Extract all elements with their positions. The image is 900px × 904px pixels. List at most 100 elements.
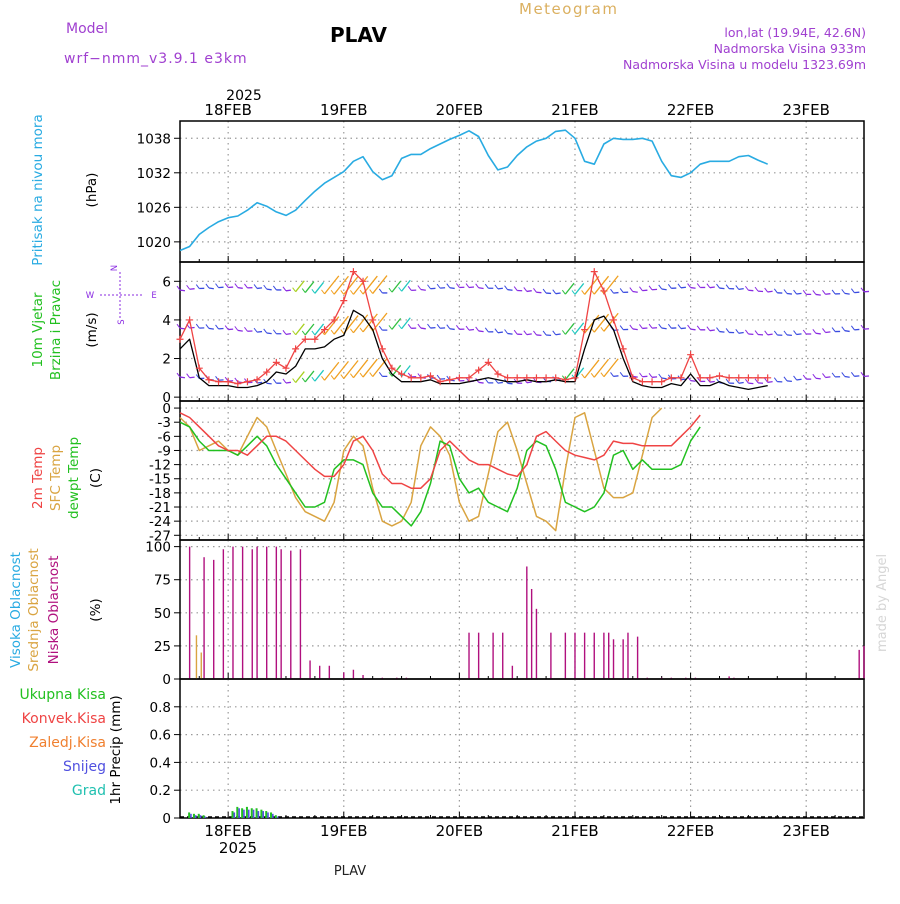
wind-arrow-barb bbox=[379, 289, 382, 293]
wind-arrow-barb bbox=[408, 324, 411, 328]
model-label: Model bbox=[66, 21, 108, 37]
wind-arrow bbox=[787, 294, 792, 295]
precip-snow-bar bbox=[190, 814, 192, 818]
wind-arrow-barb bbox=[842, 372, 845, 376]
wind-arrow-barb bbox=[649, 286, 652, 290]
wind-arrow bbox=[787, 381, 792, 382]
wind-arrow-barb bbox=[495, 329, 498, 333]
wind-arrow-barb bbox=[341, 375, 344, 379]
wind-arrow-barb bbox=[264, 329, 267, 333]
cloud-ylabel-high: Visoka Oblacnost bbox=[8, 552, 24, 668]
wind-arrow-barb bbox=[322, 376, 325, 380]
wind-arrow-barb bbox=[794, 331, 797, 335]
wind-arrow-barb bbox=[505, 330, 508, 334]
wind-arrow-barb bbox=[466, 284, 469, 288]
wind-arrow-barb bbox=[774, 289, 777, 293]
wind-arrow-barb bbox=[283, 287, 286, 291]
wind-arrow-barb bbox=[716, 328, 719, 332]
wind-dir-e: E bbox=[151, 291, 156, 301]
wind-arrow-barb bbox=[639, 287, 642, 291]
wind-arrow bbox=[257, 332, 262, 333]
wind-dir-w: W bbox=[86, 291, 95, 301]
wind-gust-marker bbox=[417, 374, 424, 381]
wind-arrow bbox=[575, 323, 584, 334]
wind-arrow bbox=[421, 328, 426, 329]
wind-arrow bbox=[392, 281, 401, 292]
wind-arrow bbox=[238, 288, 243, 289]
wind-arrow-barb bbox=[485, 328, 488, 332]
wind-arrow-barb bbox=[822, 328, 825, 332]
precip-ylabel: 1hr Precip (mm) bbox=[108, 695, 124, 804]
wind-arrow bbox=[180, 290, 185, 291]
wind-arrow-barb bbox=[302, 331, 305, 335]
y-tick-label: 6 bbox=[162, 274, 171, 290]
wind-arrow-barb bbox=[784, 290, 787, 294]
wind-arrow-barb bbox=[736, 329, 739, 333]
precip-total-bar bbox=[241, 808, 243, 818]
top-date-label: 23FEB bbox=[782, 101, 829, 119]
temp-ylabel-sfc: SFC Temp bbox=[48, 445, 64, 511]
wind-arrow bbox=[479, 331, 484, 332]
wind-arrow-barb bbox=[851, 372, 854, 376]
wind-arrow bbox=[816, 378, 821, 379]
wind-arrow bbox=[421, 289, 426, 290]
wind-arrow-barb bbox=[678, 284, 681, 288]
model-name: wrf−nmm_v3.9.1 e3km bbox=[64, 51, 248, 67]
y-tick-label: 0.8 bbox=[150, 700, 171, 716]
precip-total-bar bbox=[256, 808, 258, 818]
precip-snow-bar bbox=[195, 815, 197, 818]
wind-arrow-barb bbox=[755, 331, 758, 335]
wind-arrow-barb bbox=[418, 324, 421, 328]
wind-arrow-barb bbox=[379, 372, 382, 376]
precip-total-bar bbox=[260, 810, 262, 818]
precip-total-bar bbox=[198, 814, 200, 818]
wind-gust-marker bbox=[340, 297, 347, 304]
wind-arrow-barb bbox=[427, 285, 430, 289]
wind-arrow-barb bbox=[331, 330, 334, 334]
wind-arrow-barb bbox=[293, 288, 296, 292]
precip-legend-item: Konvek.Kisa bbox=[22, 711, 106, 727]
wind-arrow-barb bbox=[341, 330, 344, 334]
wind-arrow-barb bbox=[264, 285, 267, 289]
wind-dir-cross bbox=[100, 272, 142, 318]
wind-arrow bbox=[325, 362, 339, 380]
wind-arrow bbox=[190, 377, 195, 378]
wind-arrow-barb bbox=[293, 379, 296, 383]
pressure-line bbox=[180, 130, 768, 250]
wind-arrow-barb bbox=[745, 330, 748, 334]
wind-dir-n: N bbox=[110, 265, 120, 271]
pressure-frame bbox=[180, 121, 864, 262]
wind-arrow bbox=[797, 334, 802, 335]
wind-arrow-barb bbox=[533, 288, 536, 292]
wind-arrow-barb bbox=[553, 290, 556, 294]
wind-arrow-barb bbox=[476, 284, 479, 288]
wind-arrow-barb bbox=[659, 374, 662, 378]
temp-ylabel-2m: 2m Temp bbox=[30, 447, 46, 509]
wind-arrow-barb bbox=[360, 373, 363, 377]
wind-gust-marker bbox=[234, 380, 241, 387]
wind-arrow-barb bbox=[273, 330, 276, 334]
precip-legend-item: Ukupna Kisa bbox=[19, 687, 106, 703]
wind-arrow bbox=[527, 334, 532, 335]
wind-arrow-barb bbox=[755, 287, 758, 291]
wind-arrow bbox=[614, 376, 619, 377]
wind-arrow bbox=[479, 288, 484, 289]
wind-arrow-barb bbox=[350, 374, 353, 378]
precip-total-bar bbox=[193, 814, 195, 818]
wind-arrow-barb bbox=[206, 324, 209, 328]
wind-arrow bbox=[508, 334, 513, 335]
y-tick-label: 0 bbox=[162, 811, 171, 827]
wind-arrow bbox=[209, 328, 214, 329]
y-tick-label: 0.4 bbox=[150, 755, 171, 771]
wind-arrow-barb bbox=[399, 287, 402, 291]
wind-arrow-barb bbox=[495, 285, 498, 289]
top-date-label: 22FEB bbox=[667, 101, 714, 119]
wind-arrow bbox=[296, 372, 305, 383]
precip-total-bar bbox=[231, 811, 233, 818]
wind-arrow-barb bbox=[688, 325, 691, 329]
precip-snow-bar bbox=[258, 811, 260, 818]
y-tick-label: 1032 bbox=[137, 166, 171, 182]
wind-arrow bbox=[565, 283, 574, 294]
